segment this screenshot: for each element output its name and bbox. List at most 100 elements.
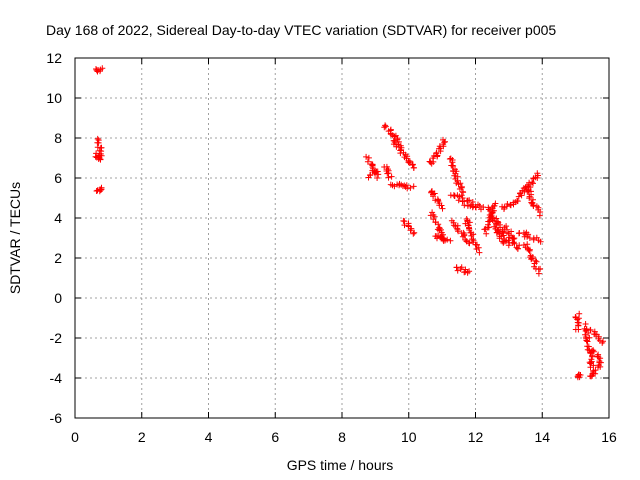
- data-point: [485, 218, 492, 225]
- data-point: [476, 249, 483, 256]
- data-point: [596, 359, 603, 366]
- data-point: [381, 164, 388, 170]
- data-point: [597, 355, 604, 362]
- data-point: [526, 195, 533, 202]
- y-tick-label: 10: [46, 90, 62, 106]
- data-point: [450, 219, 457, 226]
- data-point: [528, 191, 535, 198]
- data-point: [374, 175, 381, 181]
- data-point: [536, 212, 543, 219]
- data-point: [496, 235, 503, 242]
- data-point: [587, 326, 594, 333]
- data-point: [537, 238, 544, 245]
- data-point: [535, 270, 542, 277]
- data-point: [447, 237, 454, 244]
- x-tick-label: 6: [271, 429, 279, 445]
- y-tick-label: -4: [50, 370, 63, 386]
- data-point: [526, 247, 533, 254]
- data-point: [483, 230, 490, 237]
- data-point: [485, 206, 492, 213]
- y-tick-label: 4: [54, 210, 62, 226]
- data-point: [410, 230, 417, 237]
- data-point: [529, 199, 536, 206]
- data-point: [407, 184, 414, 191]
- data-point: [597, 363, 604, 370]
- y-tick-label: 2: [54, 250, 62, 266]
- data-point: [459, 233, 466, 240]
- data-point: [385, 174, 392, 181]
- x-axis-label: GPS time / hours: [287, 457, 394, 473]
- y-tick-label: -2: [50, 330, 63, 346]
- data-point: [525, 181, 532, 188]
- axis-ticks: [74, 57, 610, 419]
- data-point: [410, 164, 417, 171]
- data-point: [451, 172, 458, 179]
- data-point: [457, 180, 464, 187]
- data-point: [599, 339, 606, 346]
- data-point: [586, 334, 593, 341]
- data-point: [405, 159, 412, 166]
- data-point: [514, 245, 521, 252]
- data-point: [433, 149, 440, 156]
- x-tick-label: 16: [601, 429, 617, 445]
- data-point: [504, 201, 511, 207]
- data-point: [502, 238, 509, 245]
- data-point: [500, 232, 507, 239]
- data-point: [438, 226, 444, 233]
- grid-lines: [75, 58, 609, 418]
- data-point: [365, 154, 372, 161]
- data-point: [363, 153, 370, 160]
- data-point: [98, 184, 105, 191]
- data-point: [529, 179, 536, 186]
- data-point: [510, 239, 517, 246]
- data-point: [595, 333, 602, 340]
- data-point: [515, 193, 522, 200]
- data-point: [364, 158, 371, 165]
- data-point: [382, 122, 389, 129]
- data-points: [92, 65, 606, 381]
- data-point: [530, 236, 537, 243]
- data-point: [466, 268, 473, 275]
- data-point: [439, 205, 446, 212]
- data-point: [456, 193, 463, 200]
- data-point: [585, 343, 592, 350]
- y-tick-label: 6: [54, 170, 62, 186]
- data-point: [528, 255, 535, 262]
- data-point: [382, 123, 389, 130]
- data-point: [374, 168, 381, 175]
- data-point: [453, 264, 460, 271]
- data-point: [586, 359, 593, 366]
- data-point: [534, 172, 541, 179]
- x-tick-label: 4: [205, 429, 213, 445]
- data-point: [456, 186, 463, 192]
- data-point: [411, 229, 418, 236]
- data-point: [460, 229, 467, 236]
- data-point: [577, 372, 584, 378]
- data-point: [388, 173, 395, 180]
- data-point: [493, 215, 500, 222]
- y-tick-label: -6: [50, 410, 63, 426]
- data-point: [583, 337, 590, 344]
- data-point: [438, 202, 445, 209]
- data-point: [455, 228, 462, 235]
- data-point: [406, 158, 413, 165]
- data-point: [460, 189, 467, 196]
- data-point: [473, 204, 479, 211]
- tick-labels: 0 2 4 6 8 10 12 14 16 -6 -4 -2 0 2 4 6 8 10 12: [46, 50, 617, 445]
- x-tick-label: 10: [401, 429, 417, 445]
- data-point: [582, 321, 589, 327]
- chart-title: Day 168 of 2022, Sidereal Day-to-day VTE…: [46, 22, 556, 38]
- data-point: [99, 65, 106, 72]
- data-point: [488, 210, 495, 217]
- data-point: [442, 138, 448, 145]
- data-point: [506, 234, 513, 241]
- data-point: [451, 192, 458, 199]
- x-tick-label: 0: [71, 429, 79, 445]
- data-point: [398, 181, 405, 188]
- data-point: [525, 231, 532, 238]
- data-point: [532, 257, 539, 264]
- data-point: [468, 232, 475, 239]
- data-point: [482, 226, 489, 232]
- data-point: [514, 197, 520, 204]
- data-point: [444, 236, 451, 243]
